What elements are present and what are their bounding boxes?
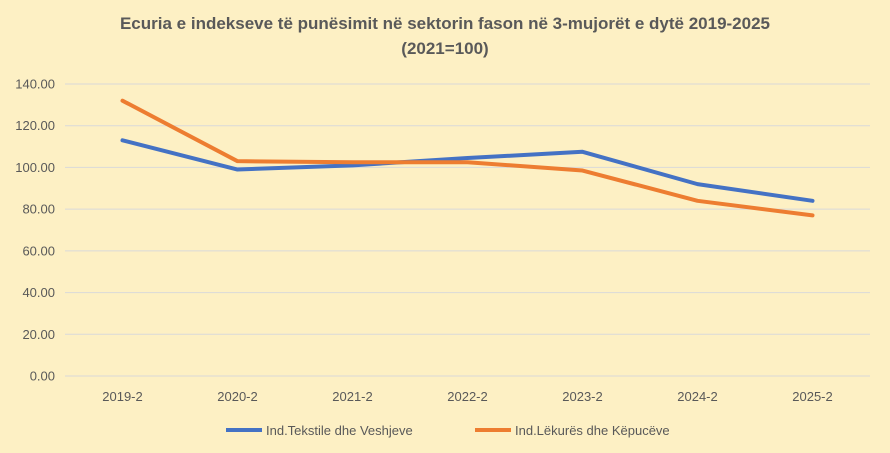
y-tick-label: 120.00 <box>15 118 55 133</box>
legend-label: Ind.Lëkurës dhe Këpucëve <box>515 423 670 438</box>
y-tick-label: 80.00 <box>22 202 55 217</box>
x-axis-ticks: 2019-2 2020-2 2021-2 2022-2 2023-2 2024-2 2025… <box>102 389 832 404</box>
y-tick-label: 0.00 <box>30 369 55 384</box>
chart-subtitle: (2021=100) <box>401 39 488 58</box>
y-axis-ticks: 0.00 20.00 40.00 60.00 80.00 100.00 120.00 140.… <box>15 77 55 384</box>
x-tick-label: 2022-2 <box>447 389 487 404</box>
legend-label: Ind.Tekstile dhe Veshjeve <box>266 423 413 438</box>
x-tick-label: 2021-2 <box>332 389 372 404</box>
series-lines <box>120 98 815 218</box>
legend: Ind.Tekstile dhe Veshjeve Ind.Lëkurës dhe… <box>226 423 670 438</box>
gridlines <box>65 83 870 377</box>
y-tick-label: 140.00 <box>15 77 55 92</box>
x-tick-label: 2019-2 <box>102 389 142 404</box>
y-tick-label: 60.00 <box>22 243 55 258</box>
series-line-1 <box>120 138 815 203</box>
y-tick-label: 40.00 <box>22 285 55 300</box>
x-tick-label: 2025-2 <box>792 389 832 404</box>
x-tick-label: 2024-2 <box>677 389 717 404</box>
y-tick-label: 20.00 <box>22 327 55 342</box>
x-tick-label: 2020-2 <box>217 389 257 404</box>
y-tick-label: 100.00 <box>15 160 55 175</box>
chart-title: Ecuria e indekseve të punësimit në sekto… <box>120 14 770 33</box>
x-tick-label: 2023-2 <box>562 389 602 404</box>
